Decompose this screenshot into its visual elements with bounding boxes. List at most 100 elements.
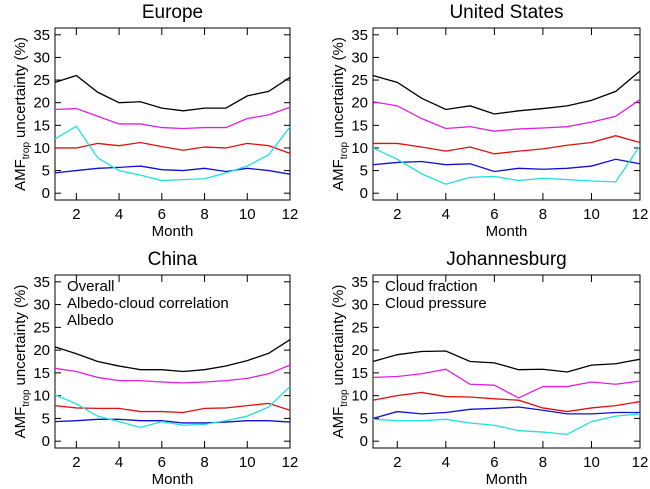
- panel: China 0 5 10 15 20 25 30 35 2 4 6 8 10 12 Month AMFtrop u…: [12, 249, 298, 488]
- series-line: [54, 418, 291, 424]
- y-tick-label: 15: [351, 365, 368, 382]
- y-tick-label: 10: [351, 140, 368, 157]
- y-tick-label: 5: [360, 163, 368, 180]
- x-tick-label: 10: [239, 454, 256, 471]
- y-axis-label: AMFtrop uncertainty (%): [12, 37, 32, 191]
- series-line: [372, 145, 641, 185]
- y-tick-label: 5: [42, 163, 50, 180]
- panel-title: United States: [449, 2, 563, 23]
- y-axis-label-rest: uncertainty (%): [330, 285, 347, 386]
- series-line: [372, 70, 641, 115]
- x-tick-label: 6: [158, 206, 166, 223]
- x-tick-label: 8: [539, 206, 547, 223]
- x-tick-label: 4: [442, 454, 450, 471]
- y-tick-label: 0: [42, 185, 50, 202]
- panel: Europe 0 5 10 15 20 25 30 35 2 4 6 8 10 12 Month AMFtrop…: [12, 2, 298, 240]
- x-tick-label: 8: [539, 454, 547, 471]
- x-tick-label: 12: [282, 206, 299, 223]
- y-axis-label: AMFtrop uncertainty (%): [12, 285, 32, 439]
- x-axis-label: Month: [152, 223, 194, 240]
- series-line: [372, 368, 641, 399]
- x-tick-label: 4: [442, 206, 450, 223]
- x-tick-label: 8: [200, 454, 208, 471]
- y-tick-label: 5: [42, 410, 50, 427]
- y-tick-label: 20: [351, 342, 368, 359]
- x-tick-label: 6: [490, 206, 498, 223]
- x-tick-label: 10: [583, 206, 600, 223]
- x-tick-label: 6: [158, 454, 166, 471]
- y-tick-label: 35: [351, 274, 368, 291]
- y-axis-label-sub: trop: [21, 389, 32, 407]
- y-tick-label: 20: [33, 95, 50, 112]
- series-line: [372, 98, 641, 132]
- y-tick-label: 10: [33, 140, 50, 157]
- y-tick-label: 10: [33, 388, 50, 405]
- y-axis-label-main: AMF: [12, 159, 29, 191]
- y-tick-label: 15: [351, 117, 368, 134]
- y-axis-label-sub: trop: [339, 142, 350, 160]
- y-tick-label: 25: [33, 319, 50, 336]
- y-tick-label: 35: [351, 27, 368, 44]
- y-axis-label-main: AMF: [330, 159, 347, 191]
- axes-frame: [54, 27, 291, 201]
- y-tick-label: 0: [360, 433, 368, 450]
- x-tick-label: 12: [282, 454, 299, 471]
- panel-title: Johannesburg: [446, 249, 566, 270]
- axes-frame: [372, 27, 641, 201]
- series-line: [372, 158, 641, 173]
- y-tick-label: 25: [351, 72, 368, 89]
- x-tick-label: 2: [72, 454, 80, 471]
- x-tick-label: 2: [393, 206, 401, 223]
- series-line: [372, 413, 641, 436]
- legend-entry: Overall: [67, 278, 115, 295]
- series-line: [54, 386, 291, 429]
- y-tick-label: 25: [33, 72, 50, 89]
- x-tick-label: 10: [583, 454, 600, 471]
- y-axis-label-main: AMF: [330, 407, 347, 439]
- y-tick-label: 0: [360, 185, 368, 202]
- series-line: [373, 135, 641, 155]
- series-line: [54, 364, 291, 384]
- x-tick-label: 2: [393, 454, 401, 471]
- series-line: [54, 165, 291, 175]
- series-line: [372, 406, 640, 420]
- y-axis-label-rest: uncertainty (%): [12, 285, 29, 386]
- panel-title: Europe: [142, 2, 203, 23]
- y-tick-label: 10: [351, 388, 368, 405]
- y-axis-label-rest: uncertainty (%): [12, 37, 29, 138]
- legend-entry: Cloud fraction: [385, 278, 478, 295]
- y-axis-label-rest: uncertainty (%): [330, 37, 347, 138]
- series-line: [54, 339, 291, 373]
- y-tick-label: 35: [33, 274, 50, 291]
- legend-entry: Albedo-cloud correlation: [67, 295, 229, 312]
- series-line: [54, 106, 291, 130]
- y-tick-label: 20: [33, 342, 50, 359]
- y-tick-label: 30: [351, 49, 368, 66]
- panel: United States 0 5 10 15 20 25 30 35 2 4 6 8 10 12 Month…: [330, 2, 648, 240]
- series-line: [372, 391, 641, 413]
- y-tick-label: 0: [42, 433, 50, 450]
- x-tick-label: 10: [239, 206, 256, 223]
- y-axis-label-main: AMF: [12, 407, 29, 439]
- y-axis-label: AMFtrop uncertainty (%): [330, 37, 350, 191]
- series-line: [54, 125, 291, 182]
- x-axis-label: Month: [486, 471, 528, 488]
- legend-entry: Albedo: [67, 312, 114, 329]
- legend-entry: Cloud pressure: [385, 295, 487, 312]
- y-axis-label-sub: trop: [339, 389, 350, 407]
- x-tick-label: 12: [632, 206, 649, 223]
- x-axis-label: Month: [486, 223, 528, 240]
- y-axis-label: AMFtrop uncertainty (%): [330, 285, 350, 439]
- y-tick-label: 15: [33, 365, 50, 382]
- panel-title: China: [148, 249, 198, 270]
- y-tick-label: 30: [33, 297, 50, 314]
- x-tick-label: 8: [200, 206, 208, 223]
- x-axis-label: Month: [152, 471, 194, 488]
- y-tick-label: 25: [351, 319, 368, 336]
- y-tick-label: 5: [360, 410, 368, 427]
- series-line: [372, 350, 641, 373]
- series-line: [54, 74, 291, 112]
- panel: Johannesburg 0 5 10 15 20 25 30 35 2 4 6 8 10 12 Month A…: [330, 249, 648, 488]
